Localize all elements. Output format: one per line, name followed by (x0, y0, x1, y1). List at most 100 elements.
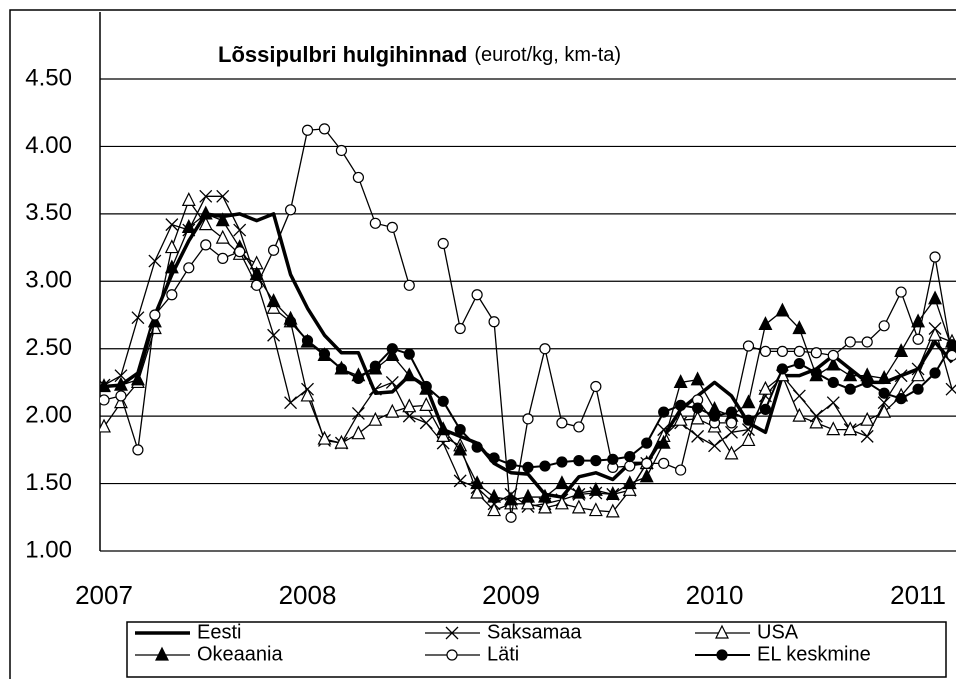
marker-triangle (758, 316, 773, 331)
marker-triangle (436, 421, 451, 436)
marker-triangle (741, 432, 756, 447)
legend-label: USA (757, 621, 799, 643)
legend-label: Saksamaa (487, 621, 582, 643)
marker-circle (641, 437, 653, 449)
marker-circle (539, 460, 551, 472)
marker-triangle (894, 343, 909, 358)
marker-triangle (300, 387, 315, 402)
marker-circle (335, 144, 348, 157)
marker-circle (776, 363, 789, 375)
marker-triangle (843, 367, 858, 382)
marker-x (691, 429, 705, 443)
marker-triangle (911, 367, 926, 382)
marker-circle (861, 376, 873, 389)
marker-triangle (690, 410, 705, 425)
marker-x (131, 311, 145, 325)
marker-circle (641, 457, 653, 469)
marker-circle (793, 345, 805, 358)
marker-triangle (673, 374, 688, 389)
series-line (289, 321, 953, 469)
legend-marker (155, 646, 169, 661)
marker-circle (437, 237, 449, 250)
legend-label: EL keskmine (757, 643, 871, 665)
marker-circle (827, 349, 839, 362)
marker-circle (471, 289, 483, 301)
marker-triangle (351, 425, 366, 440)
marker-triangle (605, 486, 620, 500)
marker-circle (488, 316, 500, 328)
marker-circle (200, 239, 212, 251)
marker-circle (878, 320, 890, 332)
marker-circle (590, 380, 602, 393)
marker-triangle (436, 428, 451, 442)
series-line (103, 212, 954, 499)
marker-circle (658, 406, 670, 418)
marker-x (419, 416, 433, 430)
marker-circle (912, 333, 924, 345)
marker-circle (946, 339, 956, 351)
marker-triangle (334, 434, 349, 449)
marker-circle (708, 410, 721, 422)
chart-title: Lõssipulbri hulgihinnad (218, 42, 467, 67)
legend-label: Läti (487, 643, 519, 665)
marker-circle (691, 402, 704, 414)
marker-circle (115, 390, 127, 402)
marker-circle (437, 395, 449, 407)
marker-triangle (215, 229, 230, 244)
marker-triangle (724, 445, 739, 460)
marker-triangle (470, 475, 485, 490)
marker-circle (505, 459, 517, 471)
y-tick-label: 3.50 (25, 199, 72, 226)
marker-triangle (385, 403, 400, 418)
marker-x (267, 328, 281, 342)
marker-circle (352, 171, 364, 184)
marker-triangle (554, 475, 569, 490)
marker-circle (403, 279, 415, 291)
marker-x (742, 423, 755, 437)
marker-x (708, 439, 722, 453)
marker-triangle (368, 411, 383, 426)
y-tick-label: 2.50 (25, 334, 72, 361)
x-tick-label: 2007 (75, 580, 133, 610)
marker-triangle (317, 430, 332, 445)
marker-x (792, 389, 806, 403)
marker-circle (793, 357, 805, 370)
marker-circle (624, 451, 636, 463)
marker-triangle (809, 414, 824, 429)
marker-triangle (622, 475, 637, 490)
marker-circle (827, 376, 839, 389)
marker-triangle (266, 299, 281, 314)
marker-circle (454, 424, 466, 436)
marker-x (385, 375, 399, 389)
x-tick-label: 2011 (890, 580, 946, 610)
marker-circle (556, 456, 568, 468)
marker-circle (556, 417, 568, 429)
marker-triangle (453, 441, 468, 456)
marker-circle (488, 452, 500, 464)
chart-subtitle: (eurot/kg, km-ta) (474, 44, 621, 66)
marker-triangle (758, 380, 773, 395)
marker-triangle (605, 503, 620, 518)
marker-circle (522, 461, 534, 473)
marker-triangle (521, 495, 535, 510)
marker-triangle (928, 326, 943, 341)
marker-triangle (571, 499, 586, 514)
marker-x (148, 254, 162, 268)
marker-circle (403, 348, 415, 360)
marker-triangle (792, 320, 807, 335)
marker-circle (301, 124, 314, 136)
marker-x (368, 382, 382, 396)
marker-x (114, 369, 128, 383)
marker-triangle (571, 484, 586, 499)
marker-circle (318, 348, 331, 360)
marker-triangle (537, 488, 552, 503)
marker-circle (759, 345, 772, 358)
x-tick-label: 2009 (482, 580, 540, 610)
marker-circle (607, 453, 619, 465)
marker-circle (573, 421, 585, 433)
marker-x (860, 429, 874, 443)
y-tick-label: 4.00 (25, 132, 72, 159)
y-tick-label: 2.00 (25, 401, 72, 428)
marker-triangle (826, 421, 841, 436)
marker-triangle (860, 411, 875, 426)
